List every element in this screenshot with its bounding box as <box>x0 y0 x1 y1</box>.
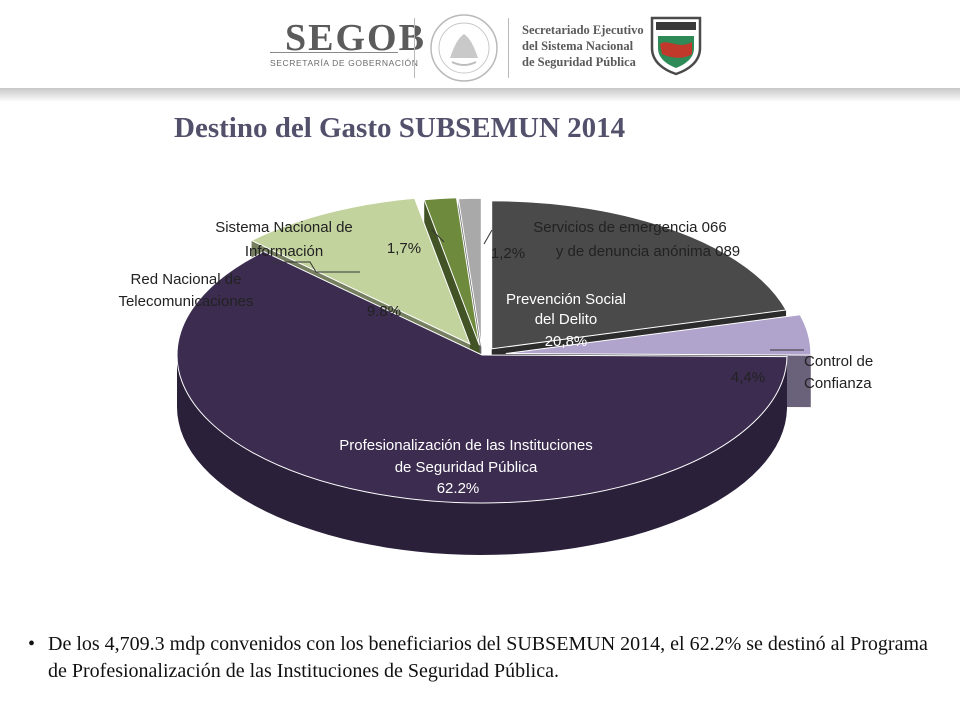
summary-note: • De los 4,709.3 mdp convenidos con los … <box>28 631 928 685</box>
bullet-icon: • <box>28 633 36 655</box>
header-divider <box>508 18 509 78</box>
secretariado-line: de Seguridad Pública <box>522 55 636 69</box>
national-seal-icon <box>430 14 498 82</box>
slice-label: Sistema Nacional de <box>215 219 353 236</box>
pie-slice <box>250 197 471 345</box>
slice-label: y de denuncia anónima 089 <box>556 243 740 260</box>
shield-logo-icon <box>650 16 702 76</box>
secretariado-line: del Sistema Nacional <box>522 39 634 53</box>
secretariado-line: Secretariado Ejecutivo <box>522 23 644 37</box>
slice-label: Control de <box>804 353 873 370</box>
pie-slice <box>423 197 480 346</box>
pie-slice <box>176 251 788 504</box>
leader-line <box>483 229 493 245</box>
segob-logo-subtitle: SECRETARÍA DE GOBERNACIÓN <box>270 58 419 68</box>
slice-label: Prevención Social <box>506 291 626 308</box>
leader-line <box>272 261 360 273</box>
pie-slice <box>505 314 812 356</box>
pie-slice-side <box>177 355 787 555</box>
segob-logo-rule <box>270 52 398 53</box>
slice-label: Confianza <box>804 375 872 392</box>
secretariado-logo-text: Secretariado Ejecutivo del Sistema Nacio… <box>522 22 644 70</box>
slice-label: Red Nacional de <box>131 271 242 288</box>
slice-value-label: 1,7% <box>387 240 421 257</box>
slice-label: Información <box>245 243 323 260</box>
pie-chart: Prevención Social del Delito 20,8% Control … <box>118 197 873 555</box>
leader-line <box>431 229 445 243</box>
pie-slice <box>491 200 787 350</box>
slice-label: del Delito <box>535 311 598 328</box>
chart-title: Destino del Gasto SUBSEMUN 2014 <box>174 112 626 144</box>
header: SEGOB SECRETARÍA DE GOBERNACIÓN Secretar… <box>0 0 960 102</box>
slice-value-label: 62.2% <box>437 480 480 497</box>
slice-value-label: 1,2% <box>491 245 525 262</box>
slice-value-label: 4,4% <box>731 369 765 386</box>
slice-label: Profesionalización de las Instituciones <box>339 437 592 454</box>
header-shadow <box>0 88 960 102</box>
header-divider <box>414 18 415 78</box>
slice-label: Servicios de emergencia 066 <box>533 219 726 236</box>
pie-slice <box>457 197 482 347</box>
summary-text: De los 4,709.3 mdp convenidos con los be… <box>48 633 928 682</box>
slice-value-label: 20,8% <box>545 333 588 350</box>
slice-label: de Seguridad Pública <box>395 459 538 476</box>
segob-logo: SEGOB <box>285 17 426 59</box>
slice-label: Telecomunicaciones <box>118 293 253 310</box>
slice-value-label: 9.8% <box>367 303 401 320</box>
